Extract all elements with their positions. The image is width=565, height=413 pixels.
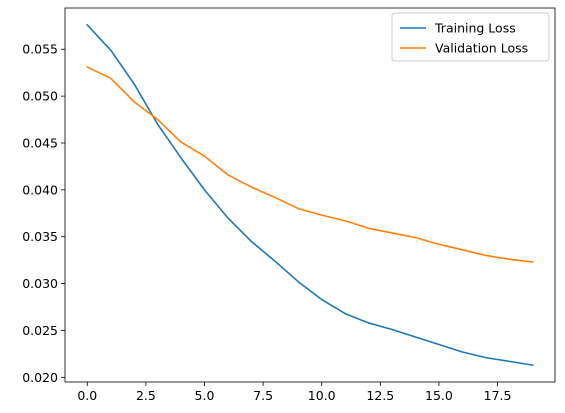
x-tick-label: 10.0 [308,388,336,403]
x-tick-label: 7.5 [253,388,273,403]
y-tick-label: 0.020 [22,370,58,385]
y-tick-label: 0.025 [22,323,58,338]
x-tick-label: 17.5 [484,388,512,403]
x-tick-label: 12.5 [366,388,394,403]
y-tick-label: 0.040 [22,182,58,197]
legend: Training Loss Validation Loss [391,12,550,62]
x-axis-ticks: 0.0 2.5 5.0 7.5 10.0 12.5 15.0 17.5 [77,382,511,403]
y-tick-label: 0.035 [22,229,58,244]
x-tick-label: 5.0 [195,388,215,403]
y-tick-label: 0.050 [22,89,58,104]
series-line-training-loss [86,23,534,367]
y-tick-label: 0.030 [22,276,58,291]
x-tick-label: 0.0 [77,388,97,403]
x-tick-label: 2.5 [136,388,156,403]
legend-label: Validation Loss [435,41,528,56]
y-axis-ticks: 0.020 0.025 0.030 0.035 0.040 0.045 0.050 0.055 [22,42,65,385]
x-tick-label: 15.0 [425,388,453,403]
plot-frame [64,7,556,383]
series-layer [86,23,534,367]
legend-box [391,12,550,62]
series-line-validation-loss [86,65,534,263]
y-tick-label: 0.045 [22,135,58,150]
y-tick-label: 0.055 [22,42,58,57]
legend-label: Training Loss [434,21,516,36]
